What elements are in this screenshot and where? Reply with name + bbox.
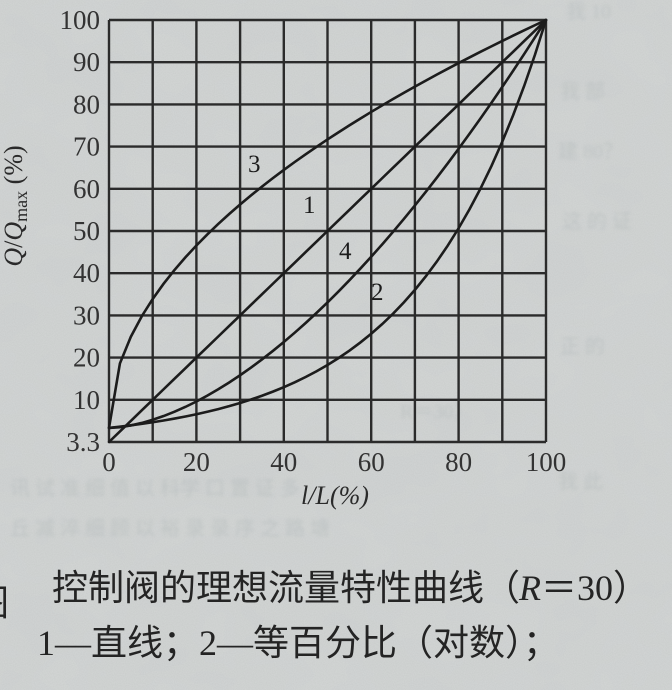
svg-text:图: 图 <box>0 583 9 623</box>
svg-text:正 的: 正 的 <box>560 335 605 358</box>
svg-text:80: 80 <box>73 89 100 119</box>
svg-text:3.3: 3.3 <box>66 427 100 457</box>
svg-text:R＝30）: R＝30） <box>400 400 473 423</box>
svg-text:20: 20 <box>73 343 100 373</box>
svg-text:20: 20 <box>183 447 210 477</box>
svg-text:我 部: 我 部 <box>560 80 605 103</box>
svg-text:90: 90 <box>73 47 100 77</box>
svg-text:l/L(%): l/L(%) <box>301 481 369 510</box>
svg-text:1: 1 <box>303 192 316 219</box>
svg-text:60: 60 <box>73 174 100 204</box>
svg-text:我 10: 我 10 <box>566 0 611 23</box>
svg-text:控制阀的理想流量特性曲线（R＝30）: 控制阀的理想流量特性曲线（R＝30） <box>52 568 648 608</box>
svg-text:10: 10 <box>73 385 100 415</box>
svg-text:讯 试 准 细 值 以 科学 口 置 证 多: 讯 试 准 细 值 以 科学 口 置 证 多 <box>10 477 300 500</box>
svg-text:3: 3 <box>248 151 261 178</box>
svg-text:40: 40 <box>270 447 297 477</box>
svg-text:100: 100 <box>526 447 567 477</box>
svg-text:建 80？: 建 80？ <box>558 140 623 163</box>
svg-text:80: 80 <box>445 447 472 477</box>
svg-text:1—直线；2—等百分比（对数）；: 1—直线；2—等百分比（对数）； <box>37 623 559 663</box>
svg-text:30: 30 <box>73 300 100 330</box>
svg-text:70: 70 <box>73 132 100 162</box>
svg-text:2: 2 <box>371 279 384 306</box>
svg-text:50: 50 <box>73 216 100 246</box>
svg-text:丘 减 淬 细 顾 以 裕 录 录 序 之 路 塘: 丘 减 淬 细 顾 以 裕 录 录 序 之 路 塘 <box>10 517 330 540</box>
svg-text:60: 60 <box>358 447 385 477</box>
svg-text:100: 100 <box>60 5 101 35</box>
svg-text:0: 0 <box>102 447 116 477</box>
svg-text:4: 4 <box>339 238 352 265</box>
svg-text:40: 40 <box>73 258 100 288</box>
svg-text:这 的 证: 这 的 证 <box>562 210 632 233</box>
